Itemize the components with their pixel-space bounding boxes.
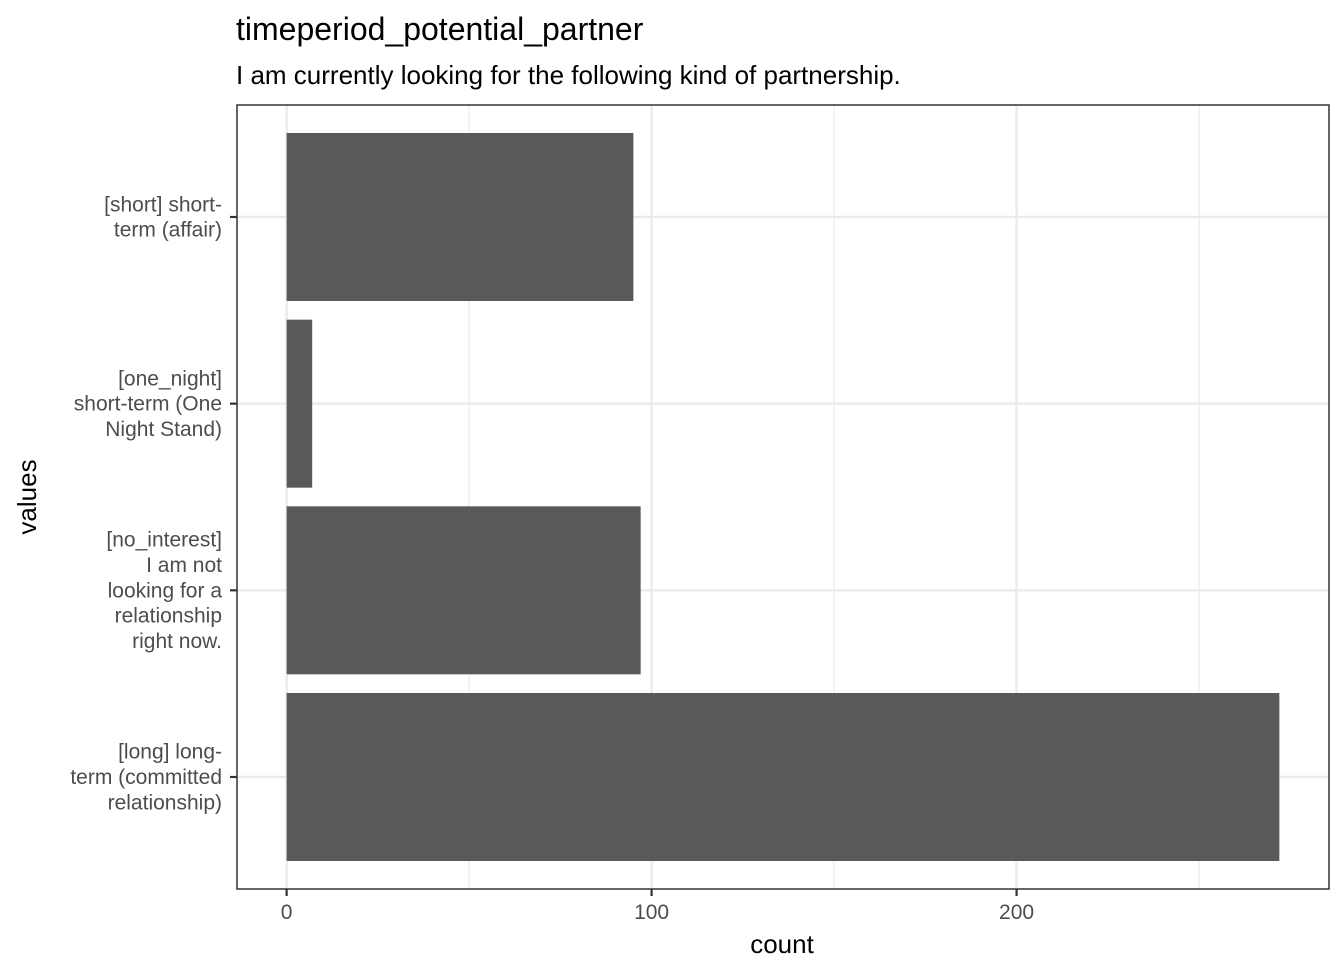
- x-tick-label: 200: [999, 901, 1034, 924]
- y-tick-label-line: [long] long-: [118, 741, 222, 764]
- chart-title: timeperiod_potential_partner: [236, 11, 644, 47]
- y-tick-label: [no_interest] I am not looking for a relati…: [106, 529, 222, 653]
- y-axis: [short] short-term (affair) [one_night]sh…: [70, 193, 237, 814]
- bar: [286, 693, 1280, 861]
- x-axis: 0 100 200: [281, 889, 1034, 924]
- y-tick-label-line: term (committed: [70, 766, 222, 789]
- y-tick-label-line: looking for a: [108, 579, 223, 602]
- y-tick-label-line: short-term (One: [74, 393, 222, 416]
- y-tick-label-line: relationship): [108, 791, 222, 814]
- bars: [286, 133, 1280, 861]
- x-tick-label: 0: [281, 901, 293, 924]
- y-tick-label-line: [short] short-: [104, 193, 222, 216]
- y-tick-label: [one_night] short-term (One Night Stand): [74, 367, 222, 441]
- x-axis-title: count: [750, 929, 814, 959]
- bar: [286, 506, 641, 675]
- y-tick-label: [long] long-term (committed relationship): [70, 741, 222, 815]
- x-tick-label: 100: [634, 901, 669, 924]
- y-tick-label-line: [no_interest]: [106, 529, 222, 552]
- y-tick-label-line: [one_night]: [118, 367, 222, 390]
- bar: [286, 133, 634, 301]
- panel-border: [236, 104, 1330, 890]
- chart-subtitle: I am currently looking for the following…: [236, 60, 901, 90]
- y-tick-label-line: relationship: [115, 605, 222, 628]
- y-tick-label-line: right now.: [132, 630, 222, 653]
- y-tick-label-line: I am not: [146, 554, 222, 577]
- y-tick-label-line: Night Stand): [105, 418, 222, 441]
- y-tick-label: [short] short-term (affair): [104, 193, 222, 241]
- y-axis-title: values: [12, 459, 42, 534]
- y-tick-label-line: term (affair): [114, 219, 222, 242]
- bar: [286, 319, 313, 488]
